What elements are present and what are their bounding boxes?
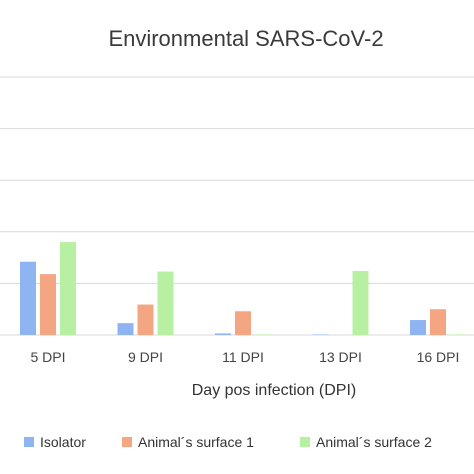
legend-label: Animal´s surface 1 — [138, 434, 254, 450]
x-tick-label: 13 DPI — [319, 349, 362, 365]
bar — [60, 242, 76, 335]
x-axis-label: Day pos infection (DPI) — [192, 382, 357, 399]
bar — [450, 334, 466, 335]
bar — [215, 333, 231, 335]
x-tick-label: 11 DPI — [222, 349, 264, 365]
bar — [137, 304, 154, 335]
legend-swatch — [24, 437, 34, 447]
x-tick-label: 5 DPI — [30, 349, 65, 365]
bar — [410, 320, 426, 335]
bar — [117, 323, 134, 335]
bar — [312, 334, 329, 335]
bar — [40, 274, 56, 335]
x-tick-label: 16 DPI — [417, 349, 460, 365]
gridlines — [0, 76, 474, 336]
bar — [235, 311, 251, 335]
legend-swatch — [122, 437, 132, 447]
legend: Isolator Animal´s surface 1 Animal´s surfa… — [24, 434, 432, 450]
legend-label: Isolator — [40, 434, 86, 450]
x-tick-label: 9 DPI — [128, 349, 163, 365]
bar — [352, 271, 369, 335]
bar — [430, 309, 446, 335]
legend-label: Animal´s surface 2 — [316, 434, 432, 450]
bar — [157, 271, 174, 335]
legend-swatch — [300, 437, 310, 447]
bars — [20, 242, 466, 335]
chart-title: Environmental SARS-CoV-2 — [108, 26, 383, 51]
bar — [255, 334, 271, 335]
bar — [20, 261, 36, 335]
